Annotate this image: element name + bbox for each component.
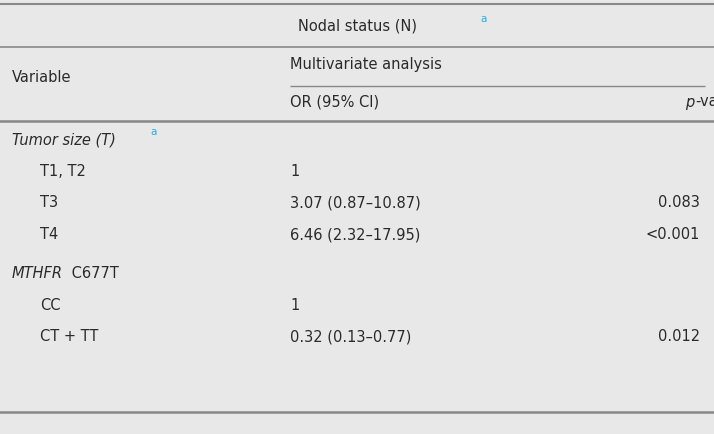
Text: Tumor size (T): Tumor size (T) [12, 132, 116, 147]
Text: MTHFR: MTHFR [12, 265, 63, 280]
Text: -value: -value [695, 94, 714, 109]
Text: a: a [150, 127, 156, 137]
Text: 0.32 (0.13–0.77): 0.32 (0.13–0.77) [290, 329, 411, 344]
Text: CT + TT: CT + TT [40, 329, 99, 344]
Text: C677T: C677T [67, 265, 119, 280]
Text: 1: 1 [290, 164, 299, 179]
Text: <0.001: <0.001 [645, 227, 700, 242]
Text: Multivariate analysis: Multivariate analysis [290, 57, 442, 72]
Text: OR (95% CI): OR (95% CI) [290, 94, 379, 109]
Text: 0.083: 0.083 [658, 195, 700, 210]
Text: T3: T3 [40, 195, 58, 210]
Text: Nodal status (N): Nodal status (N) [298, 19, 416, 33]
Text: CC: CC [40, 297, 61, 312]
Text: 1: 1 [290, 297, 299, 312]
Text: 0.012: 0.012 [658, 329, 700, 344]
Text: a: a [480, 14, 486, 24]
Text: p: p [685, 94, 694, 109]
Text: T4: T4 [40, 227, 59, 242]
Text: 6.46 (2.32–17.95): 6.46 (2.32–17.95) [290, 227, 421, 242]
Text: 3.07 (0.87–10.87): 3.07 (0.87–10.87) [290, 195, 421, 210]
Text: T1, T2: T1, T2 [40, 164, 86, 179]
Text: Variable: Variable [12, 69, 71, 84]
